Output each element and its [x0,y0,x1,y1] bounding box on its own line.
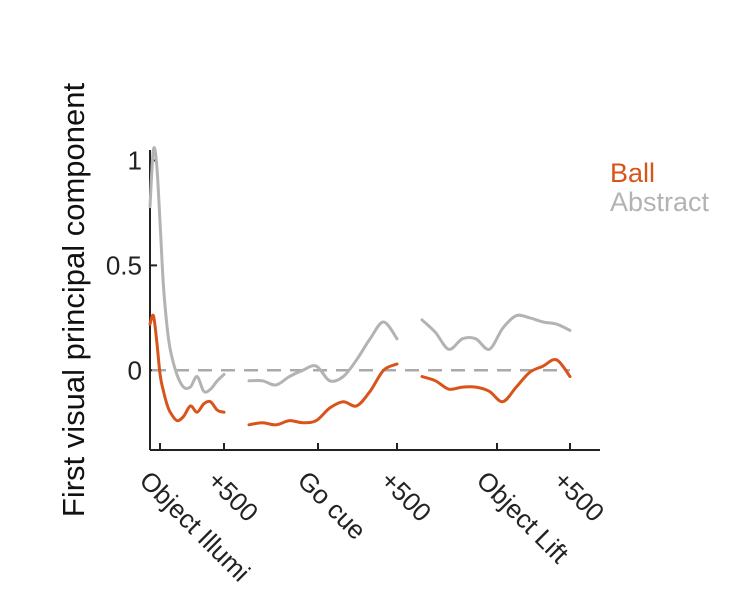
event-label: Go cue [292,465,372,545]
series-line-abstract [148,146,226,394]
y-tick-label: 0.5 [106,250,142,280]
series-line-ball [247,362,399,427]
legend-entry-abstract: Abstract [610,187,710,217]
offset-label: +500 [375,465,438,528]
y-tick-label: 0 [128,355,142,385]
y-tick-label: 1 [128,145,142,175]
offset-label: +500 [202,465,265,528]
legend-entry-ball: Ball [610,158,655,188]
series-line-ball [148,313,226,423]
y-axis-label: First visual principal component [56,83,91,518]
offset-label: +500 [548,465,611,528]
series-line-abstract [420,313,572,351]
series-line-ball [420,357,572,404]
series-line-abstract [247,320,399,387]
